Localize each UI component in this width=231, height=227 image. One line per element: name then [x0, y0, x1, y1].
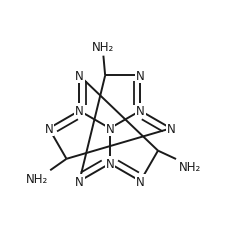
Text: N: N — [135, 70, 144, 83]
Text: NH₂: NH₂ — [25, 172, 48, 185]
Text: N: N — [75, 70, 83, 83]
Text: N: N — [75, 105, 83, 118]
Text: N: N — [44, 122, 53, 135]
Text: NH₂: NH₂ — [178, 160, 200, 174]
Text: N: N — [105, 157, 114, 170]
Text: N: N — [166, 122, 174, 135]
Text: N: N — [105, 122, 114, 135]
Text: N: N — [135, 175, 144, 188]
Text: N: N — [135, 105, 144, 118]
Text: NH₂: NH₂ — [92, 40, 114, 53]
Text: N: N — [75, 175, 83, 188]
